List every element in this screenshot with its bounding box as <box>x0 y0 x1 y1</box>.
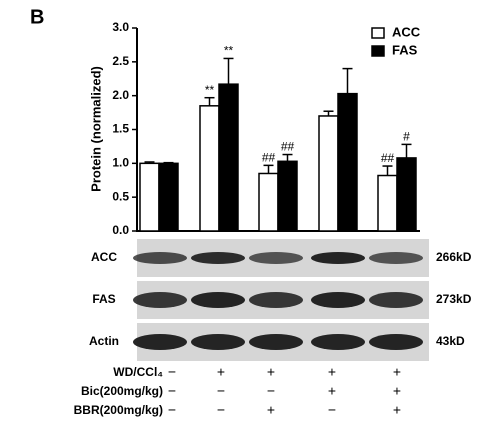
treatment-sign: + <box>328 364 336 380</box>
significance-mark: ## <box>281 140 295 154</box>
error-bar <box>223 57 234 85</box>
blot-label: ACC <box>91 250 117 264</box>
blot-band <box>249 252 303 264</box>
blot-band <box>191 334 245 350</box>
treatment-sign: + <box>393 364 401 380</box>
bar <box>277 160 298 232</box>
bar <box>218 83 239 232</box>
bar <box>199 105 220 232</box>
y-tick-label: 1.5 <box>112 122 129 136</box>
treatment-sign: − <box>217 402 225 418</box>
blot-band <box>249 292 303 308</box>
treatment-sign: + <box>393 402 401 418</box>
blot-band <box>369 252 423 264</box>
blot-band <box>311 334 365 350</box>
treatment-sign: + <box>393 383 401 399</box>
legend-swatch <box>371 27 385 39</box>
blot-band <box>249 334 303 350</box>
bar <box>396 157 417 232</box>
blot-band <box>191 252 245 264</box>
y-tick-label: 3.0 <box>112 20 129 34</box>
blot-band <box>311 292 365 308</box>
blot-size: 266kD <box>436 250 472 264</box>
panel-label: B <box>30 6 44 28</box>
treatment-sign: − <box>168 402 176 418</box>
y-axis-title: Protein (normalized) <box>88 66 103 192</box>
blot-band <box>133 292 187 308</box>
significance-mark: ## <box>381 151 395 165</box>
y-tick-label: 0.5 <box>112 189 129 203</box>
bar <box>158 162 179 232</box>
treatment-sign: + <box>217 364 225 380</box>
error-bar <box>282 153 293 162</box>
bar <box>258 172 279 232</box>
blot-band <box>311 252 365 264</box>
treatment-label: Bic(200mg/kg) <box>81 384 163 398</box>
significance-mark: ** <box>205 83 215 97</box>
bar <box>318 115 339 232</box>
bar <box>377 174 398 232</box>
error-bar <box>401 143 412 158</box>
treatment-sign: − <box>217 383 225 399</box>
significance-mark: ** <box>224 44 234 58</box>
legend-label: ACC <box>392 24 421 39</box>
treatment-sign: − <box>168 383 176 399</box>
error-bar <box>382 165 393 176</box>
treatment-sign: + <box>267 402 275 418</box>
significance-mark: ## <box>262 151 276 165</box>
treatment-label: WD/CCl₄ <box>113 365 163 379</box>
error-bar <box>204 96 215 106</box>
treatment-label: BBR(200mg/kg) <box>74 403 163 417</box>
treatment-sign: − <box>328 402 336 418</box>
blot-band <box>369 334 423 350</box>
blot-size: 43kD <box>436 334 465 348</box>
error-bar <box>144 161 155 164</box>
bar <box>139 162 160 232</box>
y-tick-label: 2.5 <box>112 54 129 68</box>
error-bar <box>342 67 353 94</box>
blot-band <box>369 292 423 308</box>
blot-band <box>133 252 187 264</box>
error-bar <box>323 110 334 116</box>
blot-label: FAS <box>92 292 115 306</box>
error-bar <box>263 164 274 174</box>
blot-band <box>133 334 187 350</box>
blot-label: Actin <box>89 334 119 348</box>
bar <box>337 92 358 232</box>
treatment-sign: − <box>168 364 176 380</box>
y-tick-label: 0.0 <box>112 223 129 237</box>
treatment-sign: − <box>267 383 275 399</box>
y-tick-label: 2.0 <box>112 88 129 102</box>
significance-mark: # <box>403 130 410 144</box>
blot-size: 273kD <box>436 292 472 306</box>
treatment-sign: + <box>328 383 336 399</box>
y-tick-label: 1.0 <box>112 156 129 170</box>
error-bar <box>163 161 174 164</box>
legend-label: FAS <box>392 42 418 57</box>
legend-swatch <box>371 45 385 57</box>
blot-band <box>191 292 245 308</box>
treatment-sign: + <box>267 364 275 380</box>
